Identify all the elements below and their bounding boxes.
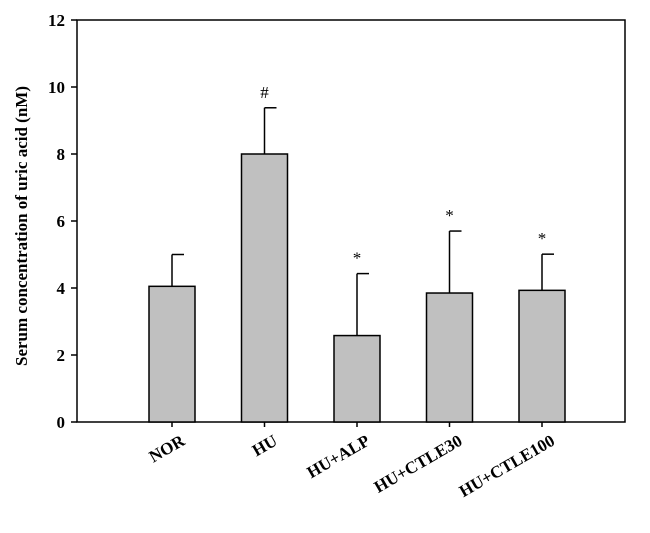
y-axis-title: Serum concentration of uric acid (nM): [12, 86, 31, 366]
significance-mark: *: [538, 229, 547, 248]
x-tick-label: HU+CTLE100: [456, 431, 558, 501]
significance-mark: *: [445, 206, 454, 225]
bar-hu-ctle30: [425, 292, 474, 423]
error-bars: [171, 107, 554, 336]
y-tick-label: 0: [57, 413, 66, 432]
bar-hu-ctle100: [518, 289, 566, 423]
bar-hu-alp: [333, 334, 381, 423]
x-tick-label: HU: [249, 431, 281, 460]
x-tick-label: NOR: [146, 431, 189, 467]
bar-nor: [148, 285, 196, 423]
x-tick-label: HU+CTLE30: [371, 431, 466, 497]
y-tick-label: 8: [57, 145, 66, 164]
significance-mark: *: [353, 249, 362, 268]
significance-marks: # * * *: [260, 83, 546, 268]
y-tick-label: 6: [57, 212, 66, 231]
y-tick-label: 12: [48, 11, 65, 30]
y-tick-label: 2: [57, 346, 66, 365]
y-tick-label: 10: [48, 78, 65, 97]
x-tick-label: HU+ALP: [304, 431, 373, 482]
significance-mark: #: [260, 83, 269, 102]
y-tick-label: 4: [57, 279, 66, 298]
y-axis: 0 2 4 6 8 10 12: [48, 11, 77, 432]
bar-hu: [240, 153, 289, 423]
